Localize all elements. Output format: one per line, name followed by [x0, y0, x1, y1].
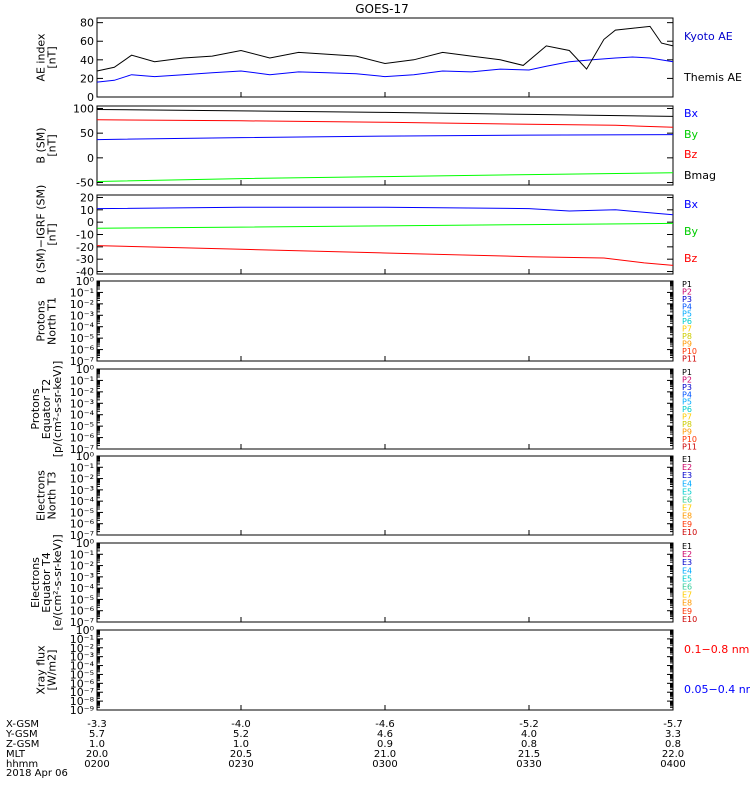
y-tick-label: 50: [80, 127, 94, 140]
legend-bz: Bz: [684, 252, 698, 265]
series-by: [97, 223, 673, 228]
y-tick-label: 60: [80, 35, 94, 48]
chart-title: GOES-17: [355, 2, 409, 16]
footer-value-hhmm: 0300: [372, 759, 397, 770]
legend-kyoto-ae: Kyoto AE: [684, 30, 733, 43]
legend-bz: Bz: [684, 148, 698, 161]
panel-electrons-north-t3: 10⁰10⁻¹10⁻²10⁻³10⁻⁴10⁻⁵10⁻⁶10⁻⁷Electrons…: [35, 450, 698, 542]
y-axis-label: [nT]: [46, 46, 59, 68]
panel-frame: [97, 369, 673, 449]
legend-by: By: [684, 128, 699, 141]
legend-p11: P11: [682, 442, 697, 451]
legend-e10: E10: [682, 615, 697, 624]
panel-frame: [97, 543, 673, 622]
series-themis-ae: [97, 26, 673, 71]
y-tick-label: -10: [76, 229, 94, 242]
series-bmag: [97, 110, 673, 117]
y-axis-label: [e/(cm²-s-sr-keV)]: [51, 534, 64, 630]
legend-themis-ae: Themis AE: [683, 71, 742, 84]
panel-frame: [97, 456, 673, 535]
legend-bx: Bx: [684, 107, 699, 120]
y-tick-label: 80: [80, 17, 94, 30]
legend-xray-long: 0.1−0.8 nm: [684, 643, 749, 656]
footer-value-hhmm: 0200: [84, 759, 109, 770]
y-tick-label: -20: [76, 241, 94, 254]
y-tick-label: 0: [87, 152, 94, 165]
panel-xray-flux: 10⁰10⁻¹10⁻²10⁻³10⁻⁴10⁻⁵10⁻⁶10⁻⁷10⁻⁸10⁻⁹X…: [35, 624, 750, 717]
footer-value-hhmm: 0330: [516, 759, 541, 770]
panel-frame: [97, 281, 673, 361]
series-bz: [97, 246, 673, 266]
series-bx: [97, 135, 673, 140]
series-bz: [97, 120, 673, 127]
panel-protons-north-t1: 10⁰10⁻¹10⁻²10⁻³10⁻⁴10⁻⁵10⁻⁶10⁻⁷ProtonsNo…: [35, 275, 698, 368]
y-tick-label: 20: [80, 72, 94, 85]
panel-protons-equator-t2: 10⁰10⁻¹10⁻²10⁻³10⁻⁴10⁻⁵10⁻⁶10⁻⁷ProtonsEq…: [29, 361, 697, 458]
series-bx: [97, 207, 673, 215]
legend-bmag: Bmag: [684, 169, 716, 182]
legend-bx: Bx: [684, 198, 699, 211]
y-axis-label: [nT]: [46, 223, 59, 245]
y-axis-label: North T3: [46, 472, 59, 520]
legend-p11: P11: [682, 354, 697, 363]
y-tick-label: -30: [76, 253, 94, 266]
legend-by: By: [684, 225, 699, 238]
panel-frame: [97, 630, 673, 710]
y-tick-label: 0: [87, 216, 94, 229]
legend-xray-short: 0.05−0.4 nm: [684, 683, 750, 696]
y-axis-label: [p/(cm²-s-sr-keV)]: [51, 361, 64, 458]
legend-e10: E10: [682, 528, 697, 537]
y-tick-label: -50: [76, 177, 94, 190]
y-tick-label: 100: [73, 102, 94, 115]
footer-value-hhmm: 0230: [228, 759, 253, 770]
y-axis-label: [nT]: [46, 134, 59, 156]
y-tick-label: 10⁻⁹: [70, 704, 94, 717]
y-tick-label: 40: [80, 54, 94, 67]
panel-electrons-equator-t4: 10⁰10⁻¹10⁻²10⁻³10⁻⁴10⁻⁵10⁻⁶10⁻⁷Electrons…: [29, 534, 697, 630]
footer-row-label: 2018 Apr 06: [6, 768, 68, 779]
y-axis-label: [W/m2]: [46, 650, 59, 691]
y-tick-label: 20: [80, 191, 94, 204]
footer-value-hhmm: 0400: [660, 759, 685, 770]
y-axis-label: North T1: [46, 297, 59, 345]
panel-frame: [97, 106, 673, 185]
y-tick-label: 10: [80, 204, 94, 217]
